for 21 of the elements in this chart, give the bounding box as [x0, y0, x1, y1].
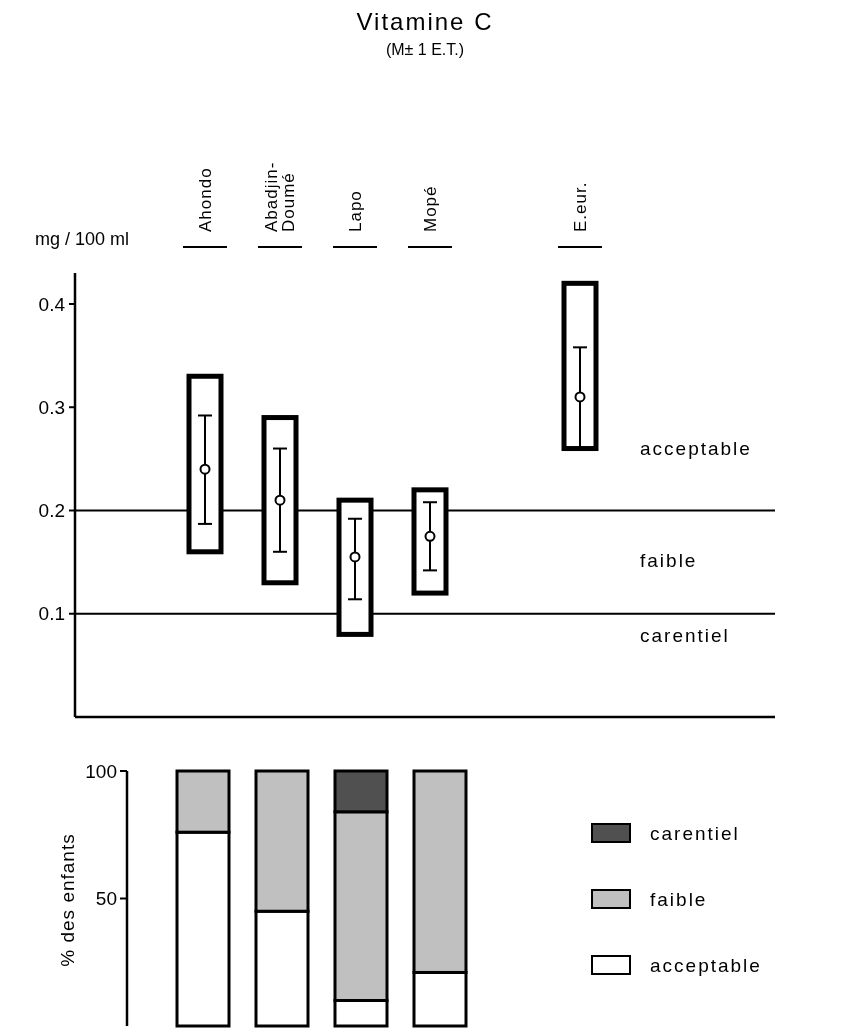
- text: carentiel: [640, 624, 730, 646]
- chart-subtitle: (M± 1 E.T.): [385, 41, 465, 58]
- x-tick-label: Lapo: [345, 190, 365, 232]
- y-axis-title: mg / 100 ml: [35, 229, 130, 249]
- legend-label: acceptable: [650, 954, 762, 976]
- y-tick-label: 100: [85, 760, 117, 782]
- x-tick-label: Mopé: [420, 185, 440, 232]
- x-tick-label: Abadjin-Doumé: [262, 161, 299, 232]
- y-tick-label: 0.3: [38, 396, 65, 418]
- legend-label: faible: [650, 888, 708, 910]
- y-tick-label: 0.2: [38, 500, 65, 522]
- y-tick-label: 0.4: [38, 293, 66, 315]
- x-tick-label: Ahondo: [195, 167, 215, 232]
- chart-title: Vitamine C: [356, 8, 494, 35]
- text: acceptable: [640, 437, 752, 459]
- x-tick-label: E.eur.: [570, 181, 590, 232]
- text: faible: [640, 549, 698, 571]
- y-axis-title: % des enfants: [57, 833, 78, 967]
- y-tick-label: 50: [95, 888, 117, 910]
- legend-label: carentiel: [650, 822, 740, 844]
- y-tick-label: 0.1: [38, 603, 65, 625]
